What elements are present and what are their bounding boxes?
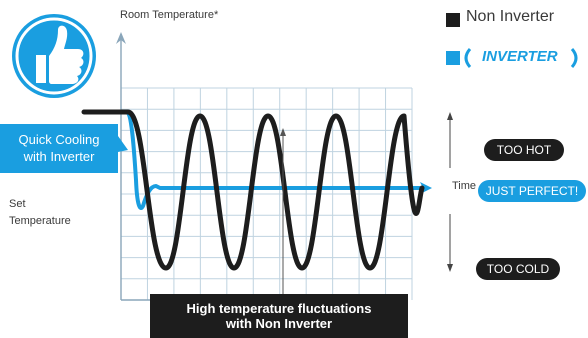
thumbs-up-icon — [12, 14, 96, 98]
series-inverter-line — [84, 110, 420, 210]
quick-callout-pointer — [118, 136, 128, 152]
just-perfect-badge: JUST PERFECT! — [478, 180, 586, 202]
y-axis-label: Room Temperature* — [120, 9, 219, 21]
x-axis-label: Time — [452, 180, 477, 192]
inverter-logo — [464, 48, 578, 68]
cold-range-arrow — [447, 264, 453, 272]
chart-grid — [121, 87, 413, 300]
set-temperature-label: Set Temperature — [9, 198, 71, 227]
fluctuation-callout: High temperature fluctuations with Non I… — [150, 294, 408, 338]
legend-label-inverter: INVERTER — [482, 48, 558, 65]
hot-range-arrow — [447, 112, 453, 120]
legend-label-non-inverter: Non Inverter — [466, 8, 555, 25]
y-axis-arrow — [116, 32, 126, 44]
quick-cooling-callout: Quick Cooling with Inverter — [0, 124, 118, 173]
legend-swatch-non-inverter — [446, 13, 460, 27]
legend-swatch-inverter — [446, 51, 460, 65]
fluctuation-arrow-up — [280, 128, 286, 136]
series-non-inverter-line — [81, 109, 425, 271]
too-cold-badge: TOO COLD — [476, 258, 560, 280]
too-hot-badge: TOO HOT — [484, 139, 564, 161]
